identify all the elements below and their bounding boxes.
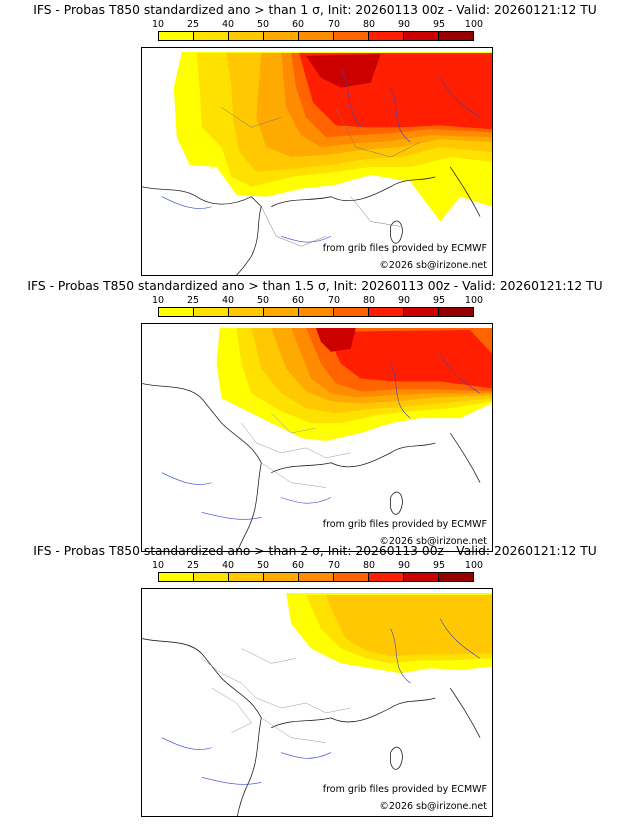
colorbar-tick: 60 (291, 295, 305, 306)
copyright: ©2026 sb@irizone.net (379, 801, 487, 812)
coastline (142, 166, 481, 275)
colorbar-tick: 100 (464, 295, 484, 306)
colorbar-tick: 40 (221, 295, 235, 306)
copyright: ©2026 sb@irizone.net (379, 260, 487, 271)
colorbar-segment (264, 573, 299, 581)
source-credit: from grib files provided by ECMWF (322, 243, 487, 254)
rivers (161, 353, 481, 520)
colorbar-segment (159, 308, 194, 316)
colorbar-tick: 70 (327, 19, 341, 30)
colorbar-tick: 25 (186, 19, 200, 30)
colorbar (158, 31, 474, 41)
colorbar-segment (334, 32, 369, 40)
colorbar-ticks: 10 25 40 50 60 70 80 90 95 100 (140, 19, 484, 30)
colorbar-tick: 40 (221, 19, 235, 30)
colorbar-segment (299, 32, 334, 40)
panel-title: IFS - Probas T850 standardized ano > tha… (33, 544, 597, 558)
colorbar-segment (404, 573, 439, 581)
colorbar-tick: 10 (151, 560, 165, 571)
colorbar-segment (194, 32, 229, 40)
panel-title: IFS - Probas T850 standardized ano > tha… (33, 3, 597, 17)
colorbar-segment (369, 573, 404, 581)
colorbar-tick: 95 (432, 295, 446, 306)
colorbar-tick: 70 (327, 560, 341, 571)
panel-title: IFS - Probas T850 standardized ano > tha… (27, 279, 603, 293)
copyright: ©2026 sb@irizone.net (379, 536, 487, 547)
colorbar-tick: 100 (464, 19, 484, 30)
rivers (161, 618, 481, 785)
colorbar-tick: 10 (151, 19, 165, 30)
colorbar-segment (334, 573, 369, 581)
prob-zone-40 (325, 594, 492, 657)
colorbar-segment (439, 308, 473, 316)
colorbar-tick: 100 (464, 560, 484, 571)
rivers (161, 67, 481, 243)
colorbar-tick: 10 (151, 295, 165, 306)
colorbar-tick: 40 (221, 560, 235, 571)
colorbar-tick: 95 (432, 19, 446, 30)
colorbar-segment (264, 308, 299, 316)
prob-zone-90 (316, 327, 356, 352)
borders (241, 413, 351, 488)
colorbar-segment (159, 32, 194, 40)
colorbar-tick: 25 (186, 560, 200, 571)
colorbar-segment (299, 573, 334, 581)
colorbar-segment (194, 308, 229, 316)
coastline (142, 638, 481, 816)
colorbar-tick: 70 (327, 295, 341, 306)
prob-zone-90 (306, 53, 381, 88)
colorbar-tick: 90 (397, 560, 411, 571)
colorbar-segment (369, 32, 404, 40)
colorbar-ticks: 10 25 40 50 60 70 80 90 95 100 (140, 560, 484, 571)
colorbar-tick: 25 (186, 295, 200, 306)
panel-1-sigma: IFS - Probas T850 standardized ano > tha… (0, 0, 630, 276)
colorbar-segment (404, 32, 439, 40)
source-credit: from grib files provided by ECMWF (322, 784, 487, 795)
colorbar-segment (439, 32, 473, 40)
colorbar-segment (194, 573, 229, 581)
colorbar-tick: 60 (291, 560, 305, 571)
colorbar-tick: 50 (256, 19, 270, 30)
colorbar-tick: 60 (291, 19, 305, 30)
borders (221, 107, 421, 247)
source-credit: from grib files provided by ECMWF (322, 519, 487, 530)
colorbar-ticks: 10 25 40 50 60 70 80 90 95 100 (140, 295, 484, 306)
colorbar-tick: 90 (397, 295, 411, 306)
colorbar-tick: 80 (362, 560, 376, 571)
colorbar-segment (334, 308, 369, 316)
prob-zone-80 (325, 329, 492, 389)
colorbar-tick: 80 (362, 295, 376, 306)
colorbar-segment (229, 573, 264, 581)
probability-map: from grib files provided by ECMWF ©2026 … (141, 323, 493, 552)
colorbar-tick: 50 (256, 295, 270, 306)
colorbar-segment (229, 308, 264, 316)
panel-2-sigma: IFS - Probas T850 standardized ano > tha… (0, 541, 630, 817)
colorbar-tick: 80 (362, 19, 376, 30)
colorbar-segment (369, 308, 404, 316)
colorbar-segment (159, 573, 194, 581)
colorbar-segment (264, 32, 299, 40)
colorbar (158, 307, 474, 317)
colorbar-segment (404, 308, 439, 316)
colorbar-tick: 50 (256, 560, 270, 571)
colorbar-segment (229, 32, 264, 40)
panel-1-5-sigma: IFS - Probas T850 standardized ano > tha… (0, 276, 630, 552)
colorbar-segment (439, 573, 473, 581)
borders (201, 648, 351, 743)
colorbar-tick: 95 (432, 560, 446, 571)
colorbar-tick: 90 (397, 19, 411, 30)
colorbar (158, 572, 474, 582)
coastline (142, 383, 481, 551)
probability-map: from grib files provided by ECMWF ©2026 … (141, 47, 493, 276)
probability-map: from grib files provided by ECMWF ©2026 … (141, 588, 493, 817)
colorbar-segment (299, 308, 334, 316)
